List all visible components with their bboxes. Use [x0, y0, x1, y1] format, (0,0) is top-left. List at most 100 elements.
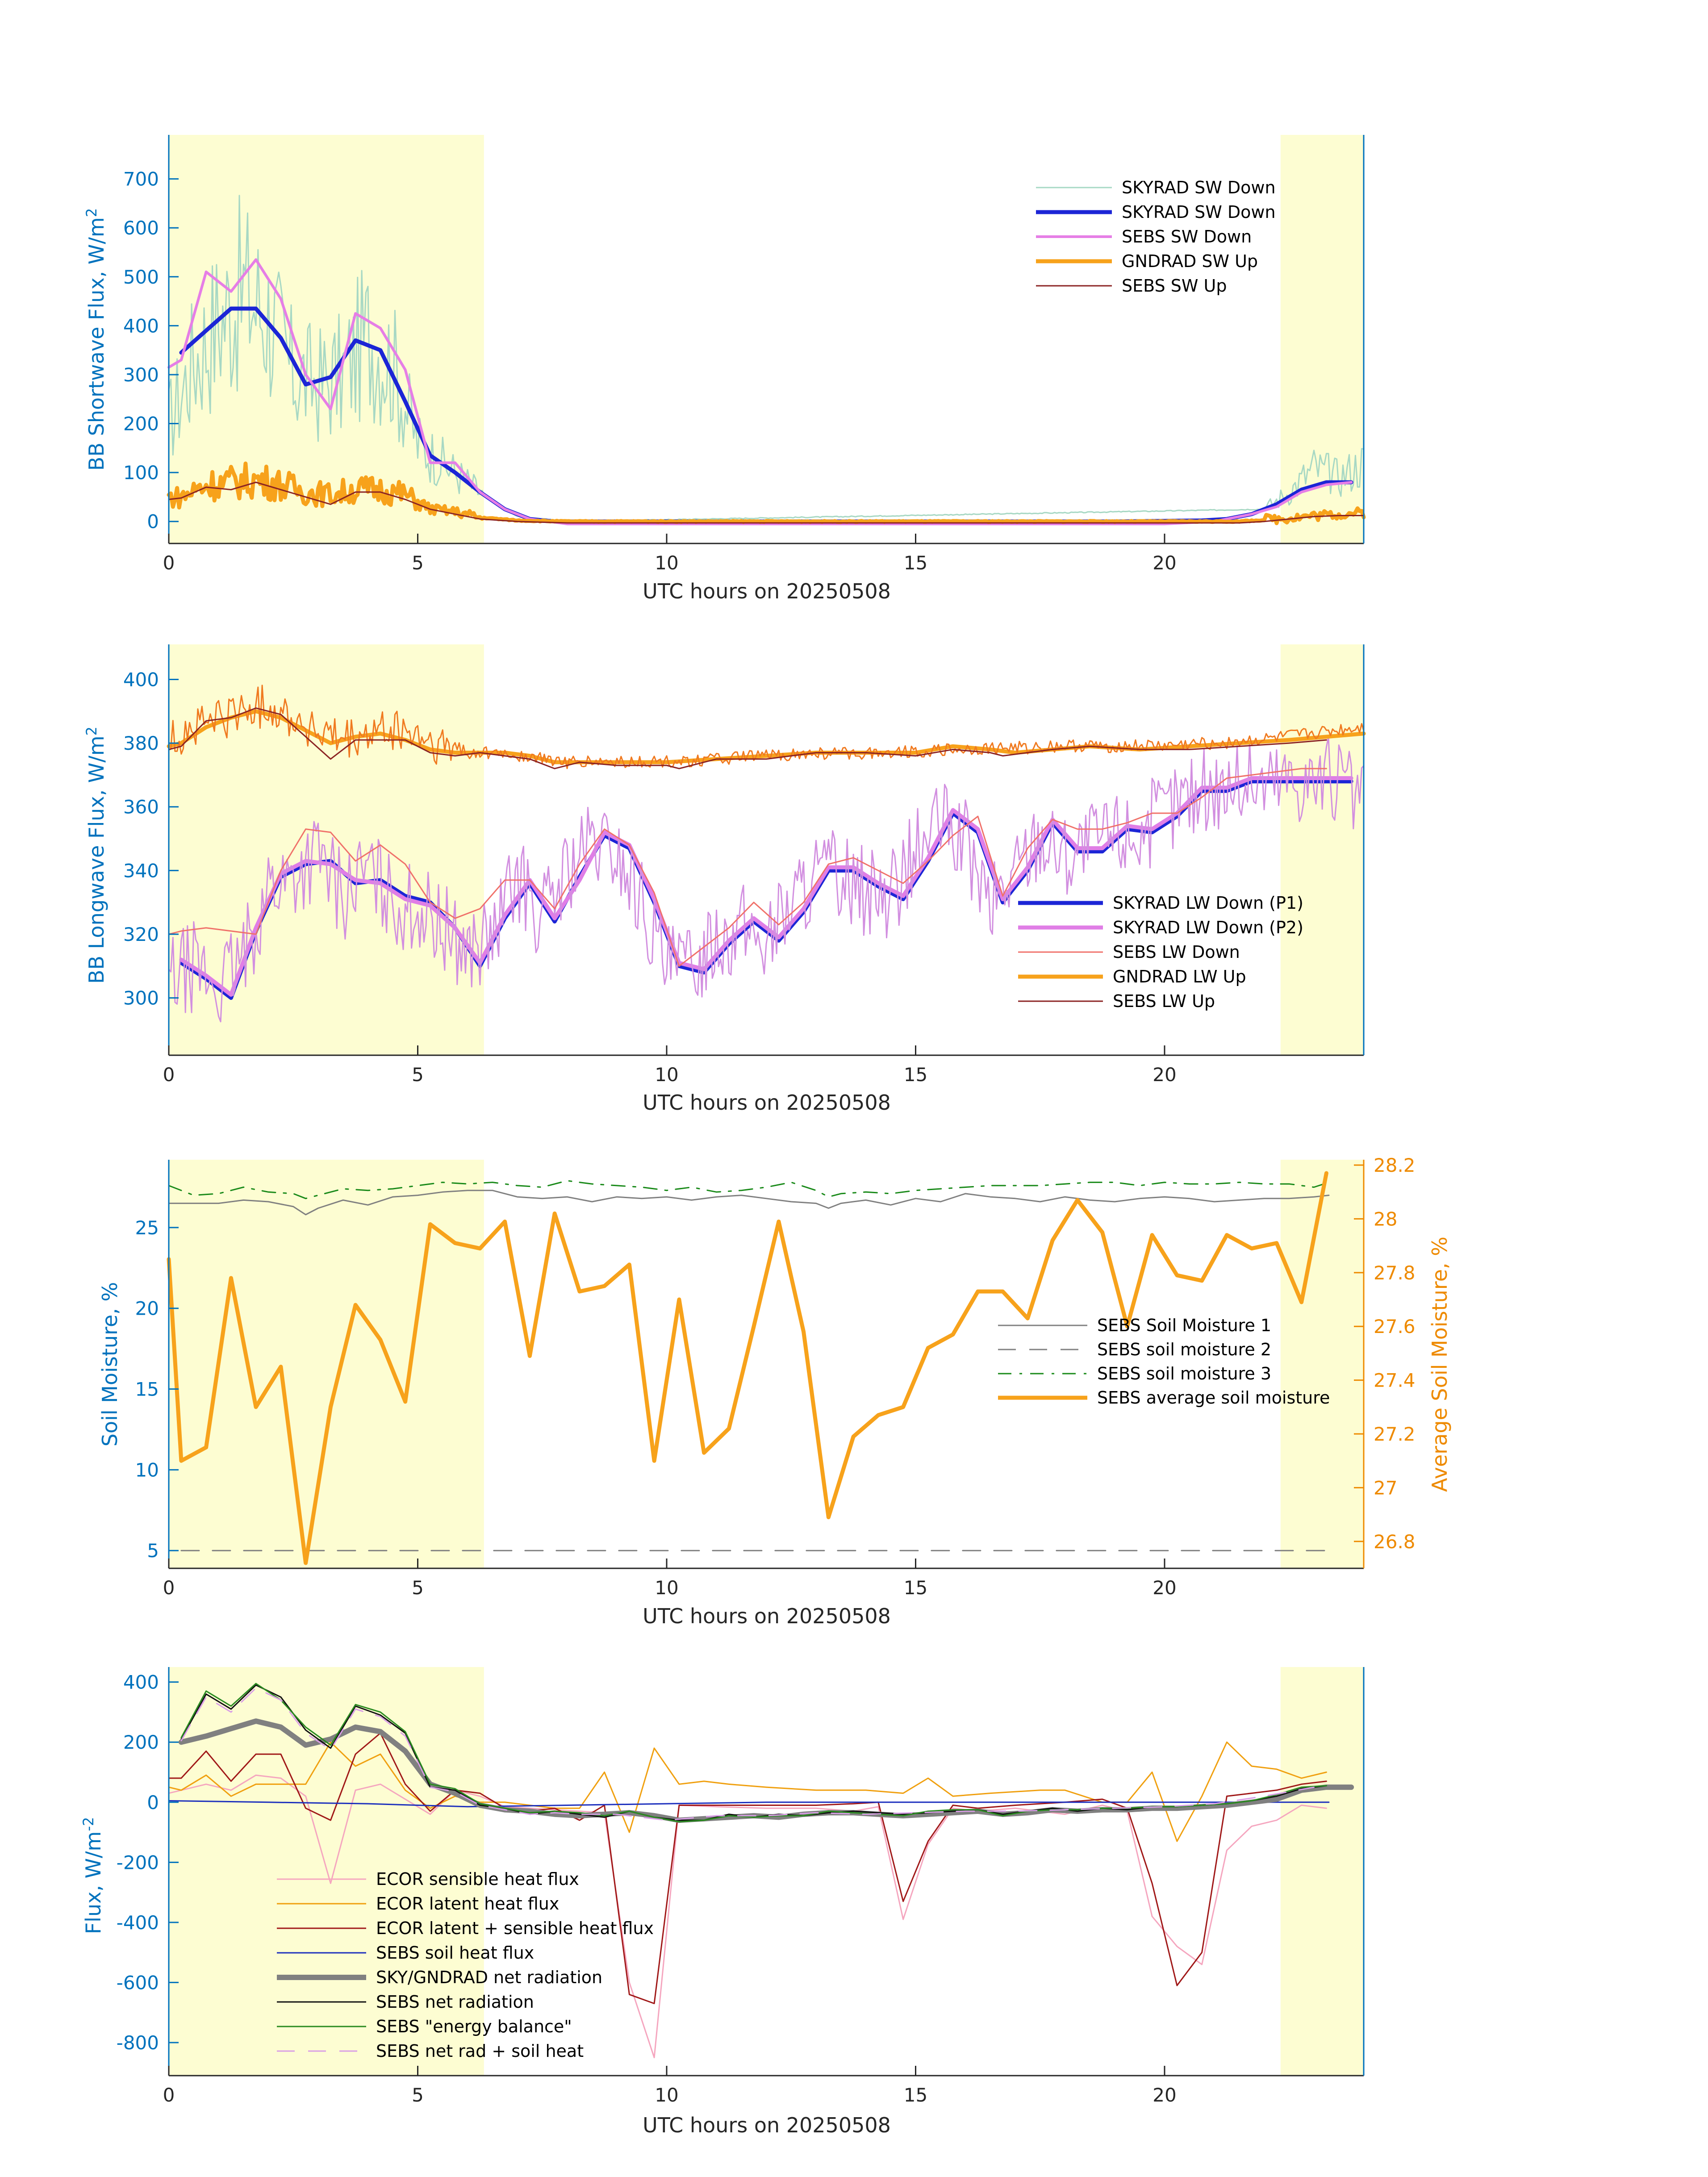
- series-sebs-soil-heat-flux: [168, 1800, 1330, 1808]
- legend-label-skyrad-lw-down-p2: SKYRAD LW Down (P2): [1113, 918, 1303, 937]
- legend-label-ecor-latent-sensible-heat-flux: ECOR latent + sensible heat flux: [376, 1918, 654, 1938]
- x-tick-label: 5: [412, 552, 424, 574]
- legend-label-sebs-energy-balance: SEBS "energy balance": [376, 2017, 572, 2036]
- y-tick-label: 380: [123, 732, 159, 754]
- axes: 0 5 10 15 2051015202526.82727.227.427.627.82…: [135, 1154, 1416, 1599]
- legend-label-sebs-sw-up: SEBS SW Up: [1122, 276, 1227, 296]
- legend-label-sebs-lw-up: SEBS LW Up: [1113, 991, 1215, 1011]
- series-skyrad-lw-down-p2: [179, 776, 1353, 997]
- night-shade-0: [169, 1667, 484, 2076]
- x-tick-label: 20: [1153, 1064, 1176, 1086]
- panel-soil-moisture: 0 5 10 15 2051015202526.82727.227.427.627.82…: [98, 1154, 1452, 1628]
- y-right-tick-label: 27.6: [1374, 1316, 1416, 1337]
- y-tick-label: 500: [123, 266, 159, 288]
- x-axis-label: UTC hours on 20250508: [643, 1091, 891, 1115]
- x-axis-label: UTC hours on 20250508: [643, 579, 891, 603]
- series-sebs-lw-up: [168, 707, 1327, 769]
- y-tick-label: 300: [123, 987, 159, 1009]
- y-right-tick-label: 26.8: [1374, 1531, 1416, 1553]
- series-skyrad-lw-down-p1: [179, 779, 1353, 1000]
- legend-label-sebs-lw-down: SEBS LW Down: [1113, 942, 1240, 962]
- legend-label-sky-gndrad-net-radiation: SKY/GNDRAD net radiation: [376, 1968, 602, 1987]
- legend-label-skyrad-sw-down: SKYRAD SW Down: [1122, 178, 1276, 197]
- night-shading: [169, 1160, 1364, 1568]
- x-tick-label: 15: [904, 1064, 927, 1086]
- y-right-tick-label: 27: [1374, 1477, 1397, 1499]
- series-sebs-average-soil-moisture: [167, 1171, 1328, 1565]
- y-right-tick-label: 28.2: [1374, 1154, 1416, 1176]
- x-tick-label: 20: [1153, 2084, 1176, 2106]
- y-tick-label: 0: [147, 511, 159, 533]
- series-sebs-net-rad-soil-heat: [180, 1687, 1315, 1821]
- series-sebs-sw-up: [168, 481, 1365, 524]
- night-shade-1: [1280, 644, 1364, 1055]
- series-group: [167, 1171, 1330, 1565]
- y-tick-label: 400: [123, 669, 159, 690]
- x-tick-label: 15: [904, 552, 927, 574]
- legend-label-sebs-soil-moisture-2: SEBS soil moisture 2: [1097, 1340, 1271, 1359]
- series-sebs-soil-moisture-1: [168, 1190, 1330, 1216]
- series-group: [168, 1683, 1354, 2059]
- y-tick-label: 0: [147, 1792, 159, 1813]
- series-sebs-sw-down: [167, 258, 1353, 526]
- legend-label-gndrad-sw-up: GNDRAD SW Up: [1122, 251, 1258, 271]
- y-axis-label: Soil Moisture, %: [98, 1282, 122, 1446]
- y-tick-label: 700: [123, 168, 159, 190]
- axes: 0 5 10 15 20 300 320 340 360 380 400: [123, 644, 1365, 1086]
- x-tick-label: 5: [412, 1577, 424, 1599]
- y-tick-label: 20: [135, 1298, 159, 1320]
- legend-label-sebs-soil-heat-flux: SEBS soil heat flux: [376, 1943, 534, 1963]
- y-tick-label: -800: [117, 2032, 159, 2054]
- series-gndrad-lw-up-noisy: [168, 685, 1365, 769]
- x-tick-label: 0: [163, 1577, 175, 1599]
- legend-label-sebs-soil-moisture-1: SEBS Soil Moisture 1: [1097, 1316, 1271, 1335]
- series-sebs-energy-balance: [180, 1683, 1327, 1822]
- x-tick-label: 0: [163, 552, 175, 574]
- night-shade-1: [1280, 1667, 1364, 2076]
- series-group: [167, 195, 1366, 526]
- x-tick-label: 15: [904, 2084, 927, 2106]
- y-tick-label: 10: [135, 1459, 159, 1481]
- night-shade-1: [1280, 1160, 1364, 1568]
- legend-label-skyrad-sw-down: SKYRAD SW Down: [1122, 202, 1276, 222]
- axes: 0 5 10 15 20 400 200 0 -200 -400 -600 -800: [117, 1667, 1365, 2106]
- y-tick-label: 300: [123, 364, 159, 386]
- x-tick-label: 10: [655, 1577, 678, 1599]
- y-tick-label: 5: [147, 1540, 159, 1562]
- night-shade-0: [169, 1160, 484, 1568]
- legend-label-ecor-sensible-heat-flux: ECOR sensible heat flux: [376, 1869, 579, 1889]
- legend-label-sebs-net-radiation: SEBS net radiation: [376, 1992, 534, 2012]
- x-tick-label: 10: [655, 1064, 678, 1086]
- y-tick-label: 400: [123, 1671, 159, 1693]
- y-right-tick-label: 27.4: [1374, 1370, 1416, 1391]
- y-right-tick-label: 27.8: [1374, 1262, 1416, 1284]
- legend-label-gndrad-lw-up: GNDRAD LW Up: [1113, 967, 1246, 986]
- x-tick-label: 0: [163, 1064, 175, 1086]
- x-tick-label: 5: [412, 2084, 424, 2106]
- series-ecor-sensible-heat-flux: [168, 1774, 1327, 2059]
- x-tick-label: 0: [163, 2084, 175, 2106]
- x-tick-label: 5: [412, 1064, 424, 1086]
- series-sebs-soil-moisture-3: [168, 1180, 1330, 1199]
- y-tick-label: -200: [117, 1851, 159, 1873]
- y-axis-label-right: Average Soil Moisture, %: [1428, 1237, 1452, 1492]
- legend: SKYRAD LW Down (P1) SKYRAD LW Down (P2) SE…: [1018, 893, 1303, 1011]
- legend-label-sebs-average-soil-moisture: SEBS average soil moisture: [1097, 1388, 1330, 1408]
- series-ecor-latent-sensible-heat-flux: [168, 1732, 1327, 2004]
- series-skyrad-sw-down: [168, 195, 1365, 522]
- x-tick-label: 10: [655, 552, 678, 574]
- legend-label-sebs-sw-down: SEBS SW Down: [1122, 227, 1252, 247]
- panel-longwave: 0 5 10 15 20 300 320 340 360 380 400 UTC hours on …: [83, 644, 1366, 1115]
- legend: SKYRAD SW Down SKYRAD SW Down SEBS SW Down…: [1036, 178, 1276, 296]
- series-ecor-latent-heat-flux: [168, 1741, 1327, 1842]
- y-tick-label: 600: [123, 217, 159, 239]
- x-tick-label: 15: [904, 1577, 927, 1599]
- x-tick-label: 20: [1153, 1577, 1176, 1599]
- y-tick-label: 15: [135, 1379, 159, 1400]
- y-right-tick-label: 28: [1374, 1208, 1397, 1230]
- legend-label-sebs-soil-moisture-3: SEBS soil moisture 3: [1097, 1364, 1271, 1383]
- y-axis-label: Flux, W/m-2: [80, 1817, 105, 1935]
- series-skyrad-lw-down-noisy: [168, 736, 1365, 1023]
